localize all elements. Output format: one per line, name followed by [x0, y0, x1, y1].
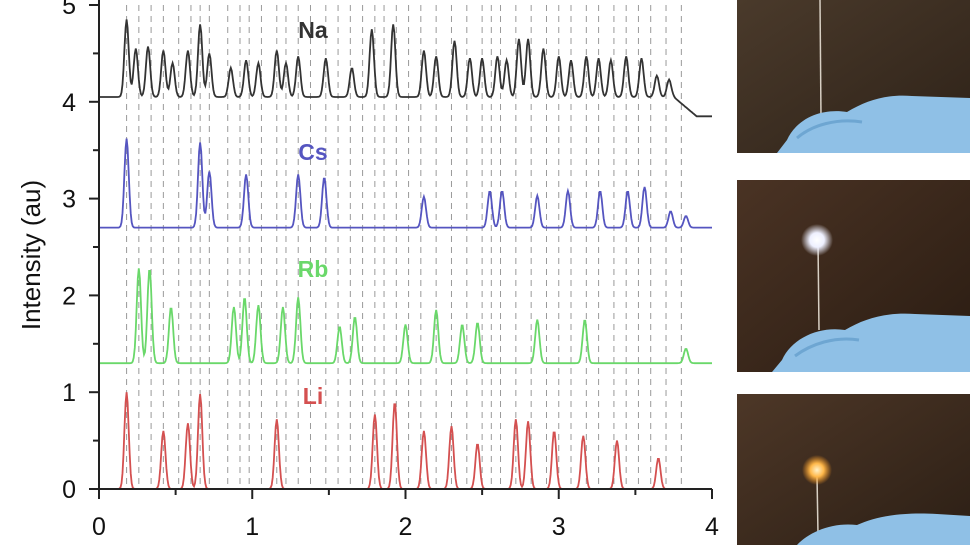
fiber-glow-icon — [802, 455, 832, 485]
y-tick-label: 1 — [62, 379, 76, 407]
glove-icon — [772, 313, 970, 372]
series-label-cs: Cs — [298, 139, 327, 165]
series-label-li: Li — [303, 383, 323, 409]
photo-fiber-unlit — [737, 0, 970, 153]
tick-labels: 0 1 2 3 4 0 1 2 3 4 5 — [62, 0, 719, 541]
series-label-rb: Rb — [298, 256, 329, 282]
glove-icon — [797, 513, 970, 545]
emission-spectra-chart: 0 1 2 3 4 0 1 2 3 4 5 Intensity (au) Li Rb Cs Na — [16, 0, 719, 541]
photo-fiber-white-glow — [737, 180, 970, 372]
y-tick-label: 3 — [62, 186, 76, 214]
axes — [89, 0, 713, 499]
reference-lines — [126, 5, 682, 489]
fiber-glow-icon — [801, 224, 833, 256]
photo-fiber-orange-glow — [737, 394, 970, 545]
y-tick-label: 5 — [62, 0, 76, 20]
glove-icon — [777, 95, 970, 153]
x-tick-label: 0 — [92, 513, 106, 541]
y-axis-label: Intensity (au) — [16, 180, 46, 330]
series-labels: Li Rb Cs Na — [298, 17, 329, 409]
y-tick-label: 2 — [62, 282, 76, 310]
series-line-rb — [99, 268, 712, 365]
x-tick-label: 4 — [705, 513, 719, 541]
x-tick-label: 1 — [245, 513, 259, 541]
y-tick-label: 4 — [62, 89, 76, 117]
x-tick-label: 2 — [399, 513, 413, 541]
y-tick-label: 0 — [62, 476, 76, 504]
x-tick-label: 3 — [552, 513, 566, 541]
series-label-na: Na — [298, 17, 328, 43]
series-line-cs — [99, 138, 712, 229]
series-group — [99, 19, 712, 490]
series-line-na — [99, 19, 712, 118]
